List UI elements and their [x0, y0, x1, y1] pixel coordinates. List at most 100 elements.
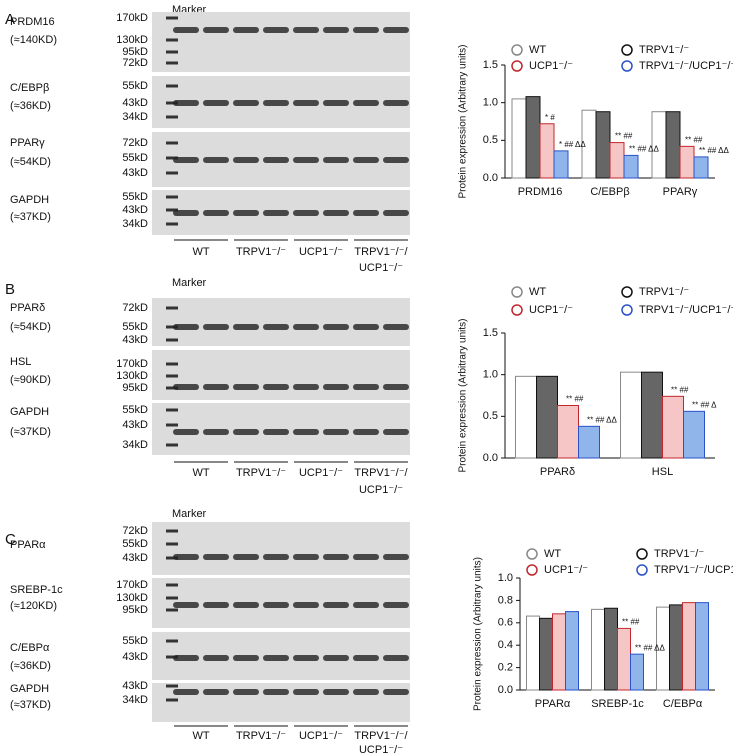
marker-size: 43kD: [122, 419, 148, 431]
marker-band: [166, 195, 178, 199]
protein-band: [203, 157, 229, 163]
y-tick-label: 1.0: [483, 97, 498, 109]
protein-label: PPARδ: [10, 302, 45, 314]
protein-band: [173, 384, 199, 390]
protein-band: [173, 655, 199, 661]
marker-size: 130kD: [116, 34, 148, 46]
legend-marker: [621, 60, 633, 72]
protein-band: [353, 602, 379, 608]
protein-band: [323, 210, 349, 216]
protein-label: GAPDH: [10, 406, 49, 418]
x-tick-label: SREBP-1c: [591, 698, 644, 710]
protein-band: [203, 27, 229, 33]
protein-band: [173, 210, 199, 216]
protein-band: [293, 429, 319, 435]
protein-band: [263, 602, 289, 608]
significance-label: * ## ΔΔ: [559, 140, 586, 149]
significance-label: * #: [545, 113, 555, 122]
protein-label: HSL: [10, 356, 31, 368]
marker-size: 43kD: [122, 334, 148, 346]
protein-band: [203, 100, 229, 106]
marker-band: [166, 325, 178, 329]
protein-band: [293, 210, 319, 216]
legend-marker: [511, 304, 523, 316]
marker-size: 43kD: [122, 97, 148, 109]
protein-band: [233, 210, 259, 216]
bar: [683, 410, 705, 459]
significance-label: ** ## ΔΔ: [699, 146, 729, 155]
protein-label: PPARα: [10, 539, 46, 551]
marker-band: [166, 556, 178, 560]
marker-size: 55kD: [122, 538, 148, 550]
legend-marker: [621, 286, 633, 298]
protein-band: [383, 689, 409, 695]
protein-band: [323, 100, 349, 106]
marker-size: 72kD: [122, 302, 148, 314]
marker-band: [166, 156, 178, 160]
group-label: TRPV1⁻/⁻: [236, 730, 286, 742]
y-tick-label: 1.5: [483, 327, 498, 339]
bar: [591, 608, 605, 691]
marker-size: 34kD: [122, 111, 148, 123]
marker-size: 43kD: [122, 651, 148, 663]
protein-band: [203, 210, 229, 216]
marker-band: [166, 61, 178, 65]
group-label: WT: [192, 467, 209, 479]
legend-label: TRPV1⁻/⁻/UCP1⁻/⁻: [639, 60, 733, 72]
y-tick-label: 1.5: [483, 59, 498, 71]
protein-band: [353, 324, 379, 330]
x-tick-label: PPARγ: [663, 186, 698, 198]
protein-label: PRDM16: [10, 16, 55, 28]
legend-marker: [636, 564, 648, 576]
legend-marker: [511, 44, 523, 56]
marker-size: 55kD: [122, 80, 148, 92]
protein-band: [323, 602, 349, 608]
protein-band: [173, 554, 199, 560]
marker-label: Marker: [172, 277, 207, 289]
bar: [665, 111, 681, 179]
protein-band: [233, 100, 259, 106]
legend-label: WT: [529, 286, 546, 298]
x-tick-label: PPARα: [535, 698, 571, 710]
significance-label: ** ## ΔΔ: [629, 145, 659, 154]
protein-band: [383, 655, 409, 661]
marker-size: 170kD: [116, 358, 148, 370]
marker-band: [166, 423, 178, 427]
y-axis-label: Protein expression (Arbitrary units): [473, 557, 484, 711]
bar: [620, 371, 642, 459]
protein-band: [173, 602, 199, 608]
legend-label: WT: [544, 548, 561, 560]
protein-band: [293, 384, 319, 390]
legend-label: TRPV1⁻/⁻/UCP1⁻/⁻: [654, 564, 733, 576]
y-tick-label: 0.0: [483, 452, 498, 464]
marker-size: 55kD: [122, 635, 148, 647]
protein-band: [353, 655, 379, 661]
protein-band: [173, 689, 199, 695]
legend-label: UCP1⁻/⁻: [544, 564, 588, 576]
protein-band: [353, 27, 379, 33]
protein-band: [353, 384, 379, 390]
y-tick-label: 0.5: [483, 134, 498, 146]
significance-label: ** ## ΔΔ: [635, 643, 665, 652]
y-tick-label: 1.0: [498, 572, 513, 584]
bar: [565, 611, 579, 691]
protein-band: [353, 554, 379, 560]
protein-band: [233, 689, 259, 695]
y-tick-label: 0.2: [498, 662, 513, 674]
legend-marker: [511, 286, 523, 298]
marker-size: 95kD: [122, 604, 148, 616]
marker-size: 95kD: [122, 382, 148, 394]
y-tick-label: 0.6: [498, 617, 513, 629]
marker-size: 130kD: [116, 370, 148, 382]
marker-size: 34kD: [122, 694, 148, 706]
protein-band: [383, 324, 409, 330]
group-label: TRPV1⁻/⁻: [236, 467, 286, 479]
bar: [539, 123, 555, 179]
protein-size: (≈90KD): [10, 374, 51, 386]
protein-band: [233, 655, 259, 661]
group-label: TRPV1⁻/⁻: [236, 246, 286, 258]
bar: [604, 607, 618, 691]
marker-label: Marker: [172, 508, 207, 520]
blot-background: [152, 522, 410, 575]
protein-label: GAPDH: [10, 194, 49, 206]
